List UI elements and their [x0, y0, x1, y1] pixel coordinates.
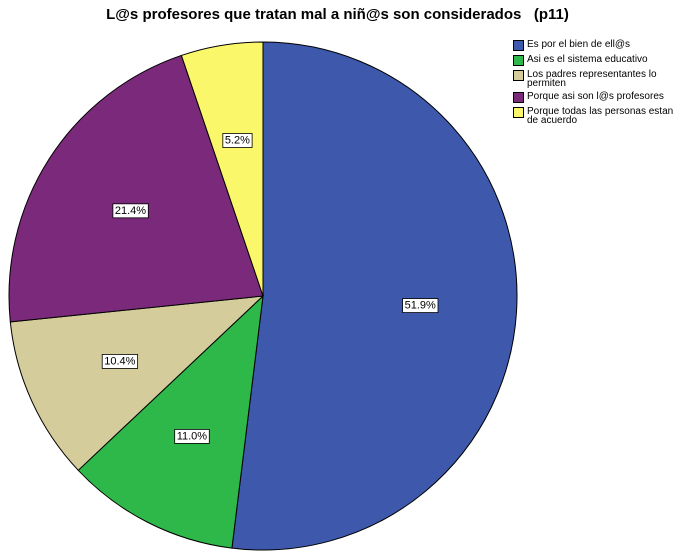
legend-swatch	[513, 92, 524, 103]
legend-label: Porque todas las personas estan de acuer…	[527, 106, 674, 126]
data-label-box	[112, 203, 149, 219]
legend-swatch	[513, 107, 524, 118]
data-label: 51.9%	[405, 300, 436, 312]
legend-item: Los padres representantes lo permiten	[513, 69, 675, 89]
legend-swatch	[513, 55, 524, 66]
pie-slice	[9, 295, 265, 472]
legend-label: Los padres representantes lo permiten	[527, 69, 657, 89]
legend-swatch	[513, 70, 524, 81]
chart-title: L@s profesores que tratan mal a niñ@s so…	[106, 6, 569, 23]
pie-slice	[231, 41, 518, 551]
legend-label: Es por el bien de ell@s	[527, 39, 630, 50]
data-label: 11.0%	[177, 430, 208, 442]
data-label: 10.4%	[104, 355, 135, 367]
legend-item: Es por el bien de ell@s	[513, 40, 675, 51]
data-label: 5.2%	[225, 135, 250, 147]
legend-label: Porque asi son l@s profesores	[527, 91, 664, 102]
pie-slice	[77, 294, 264, 549]
data-label-box	[402, 298, 439, 313]
pie-slice	[180, 41, 264, 297]
data-label-box	[174, 429, 210, 444]
data-label-box	[101, 354, 139, 369]
data-label: 21.4%	[115, 205, 146, 217]
legend-item: Asi es el sistema educativo	[513, 55, 675, 66]
legend-item: Porque asi son l@s profesores	[513, 92, 675, 103]
data-label-box	[222, 133, 253, 148]
legend-swatch	[513, 40, 524, 51]
legend: Es por el bien de ell@s Asi es el sistema…	[513, 40, 675, 129]
pie-slice	[8, 54, 264, 323]
legend-item: Porque todas las personas estan de acuer…	[513, 106, 675, 126]
legend-label: Asi es el sistema educativo	[527, 54, 648, 65]
